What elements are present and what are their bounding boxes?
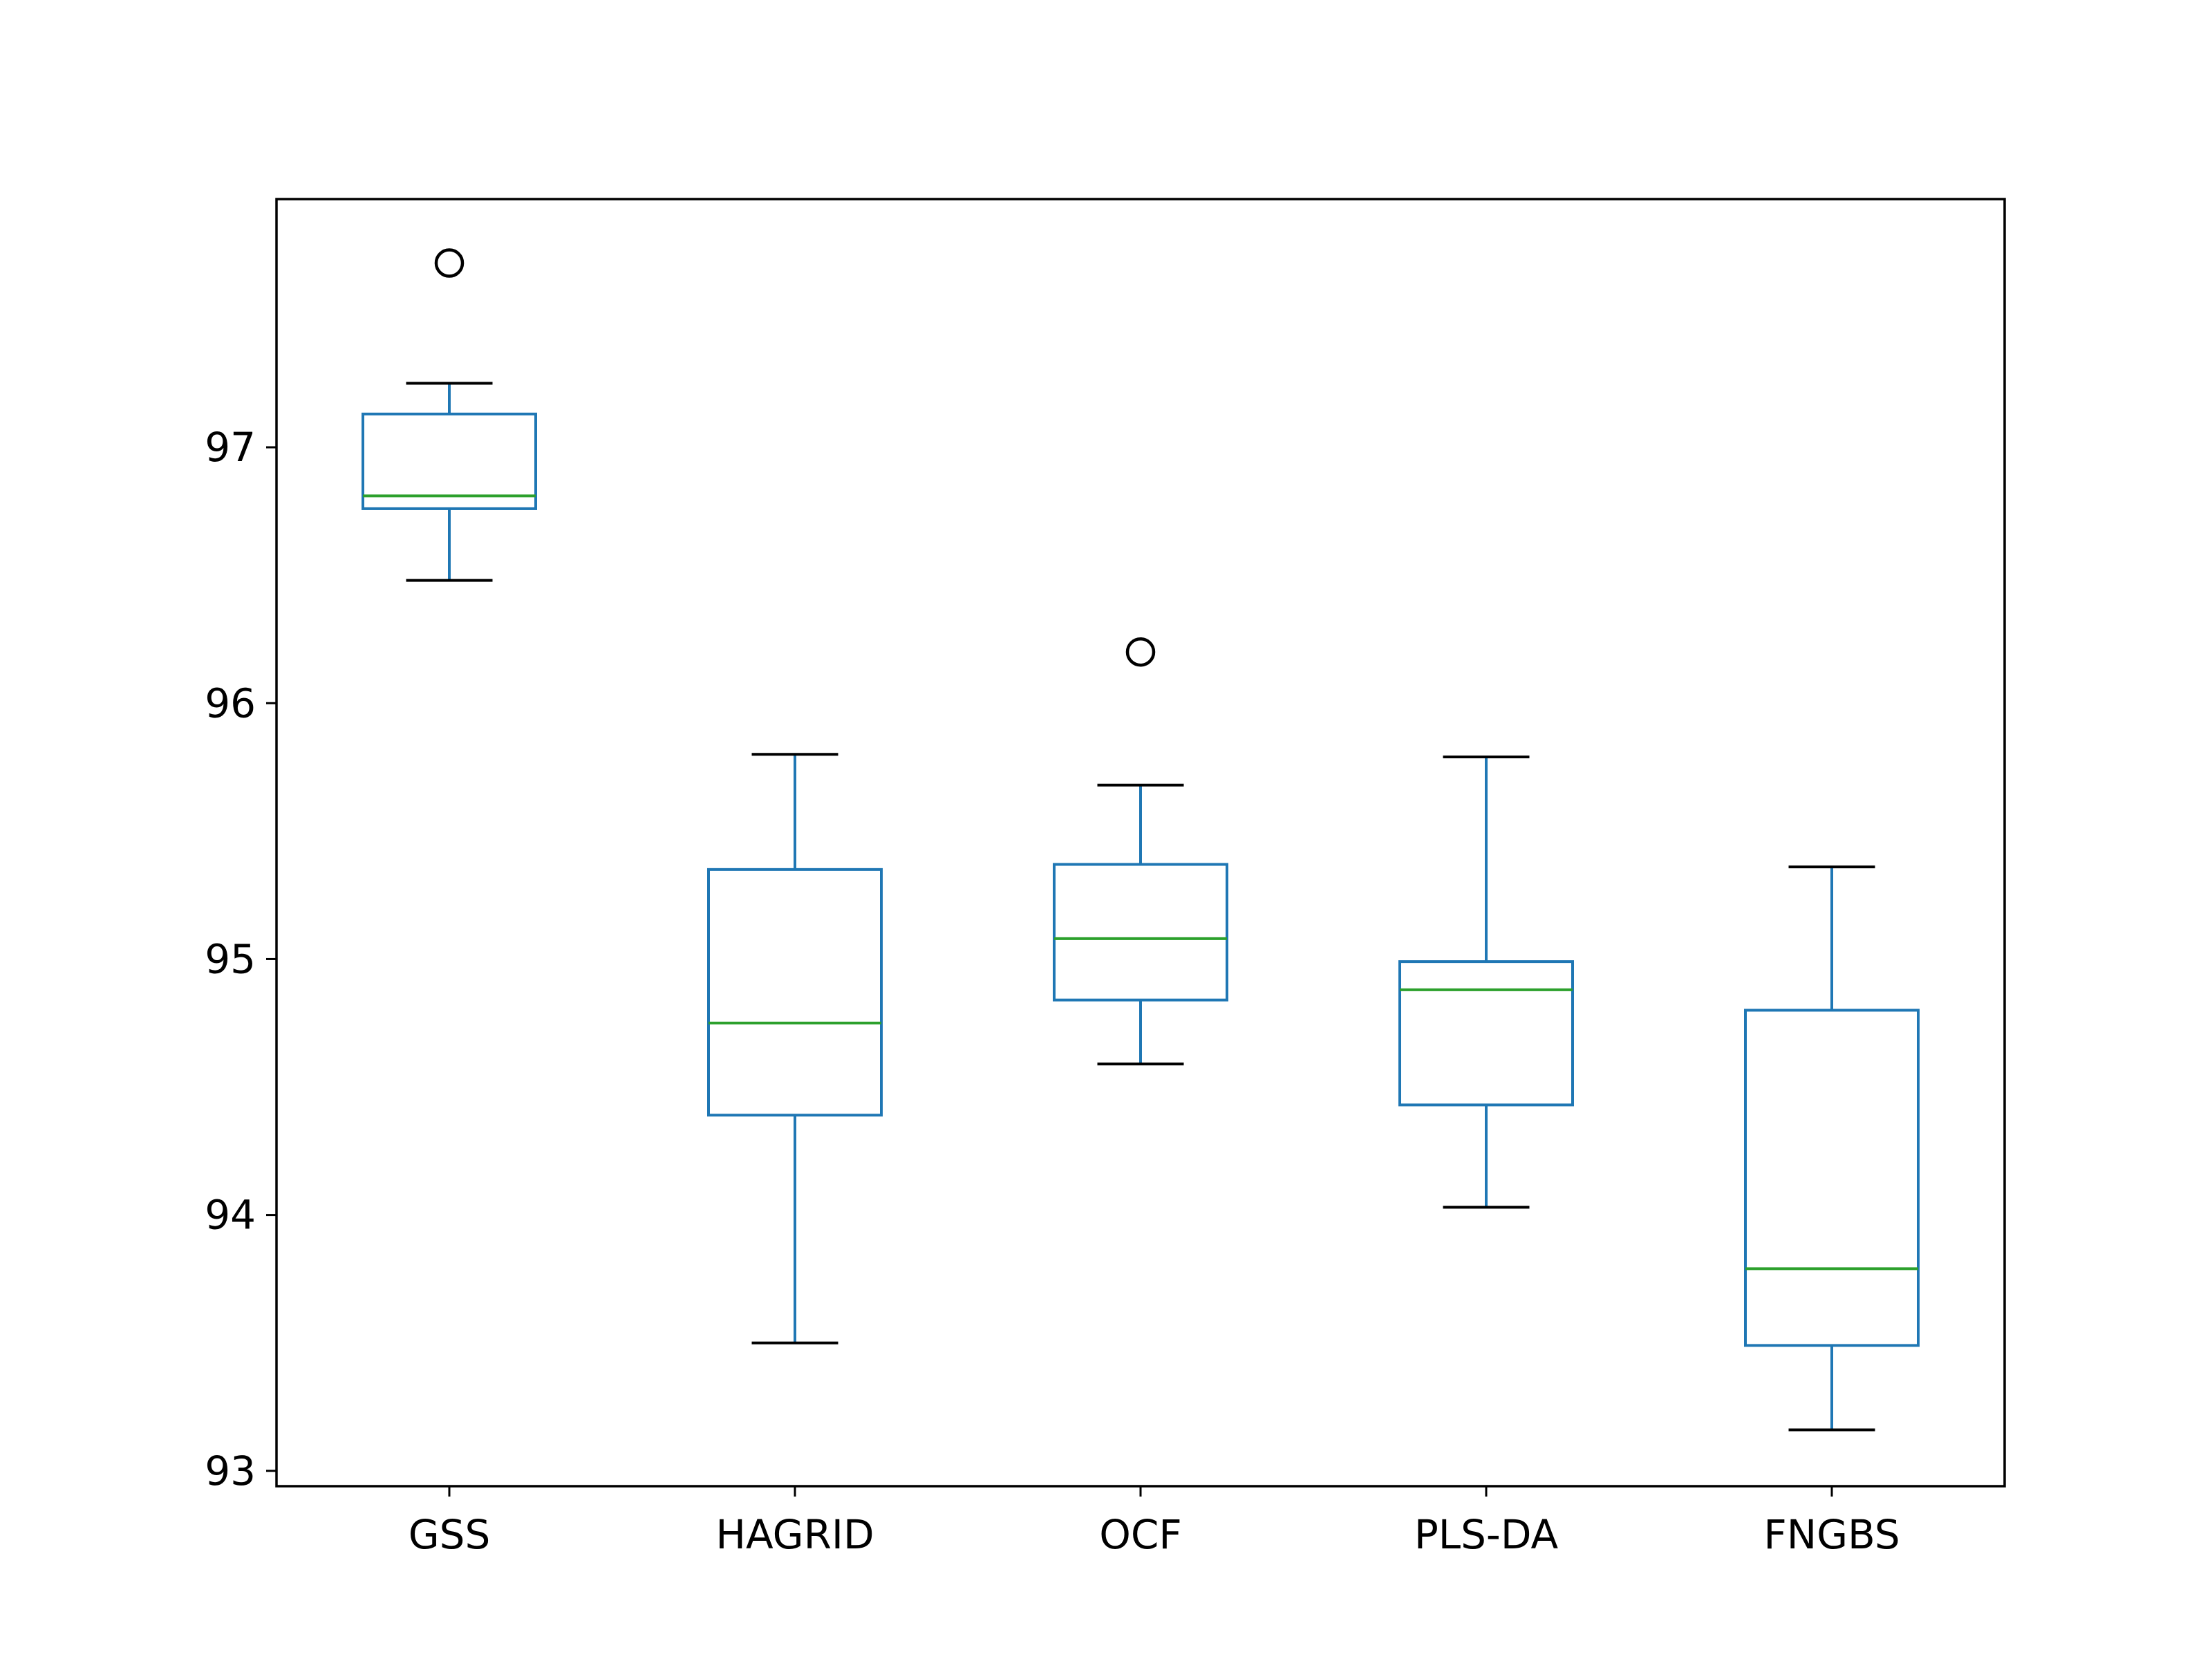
x-tick-label: GSS	[409, 1511, 491, 1558]
y-tick-label: 96	[205, 679, 256, 727]
y-tick-label: 97	[205, 424, 256, 471]
x-axis: GSS HAGRID OCF PLS-DA FNGBS	[409, 1486, 1900, 1558]
iqr-box	[362, 412, 537, 510]
outlier-point	[434, 248, 465, 278]
iqr-box	[1744, 1009, 1920, 1347]
x-tick-label: HAGRID	[715, 1511, 874, 1558]
x-tick-label: OCF	[1099, 1511, 1182, 1558]
outlier-point	[1125, 637, 1156, 667]
iqr-box	[707, 868, 883, 1117]
box-group-fngbs	[1744, 865, 1920, 1432]
x-tick-label: PLS-DA	[1414, 1511, 1559, 1558]
iqr-box	[1398, 960, 1574, 1107]
box-group-pls-da	[1398, 755, 1574, 1209]
box-group-hagrid	[707, 753, 883, 1344]
y-tick-label: 95	[205, 935, 256, 982]
axes-frame	[275, 198, 2006, 1488]
iqr-box	[1053, 863, 1228, 1002]
box-group-ocf	[1053, 637, 1228, 1066]
plot-marks	[362, 248, 1920, 1432]
x-tick-label: FNGBS	[1763, 1511, 1900, 1558]
box-group-gss	[362, 248, 537, 582]
y-tick-label: 94	[205, 1192, 256, 1239]
y-axis: 93 94 95 96 97	[205, 424, 276, 1494]
y-tick-label: 93	[205, 1447, 256, 1494]
